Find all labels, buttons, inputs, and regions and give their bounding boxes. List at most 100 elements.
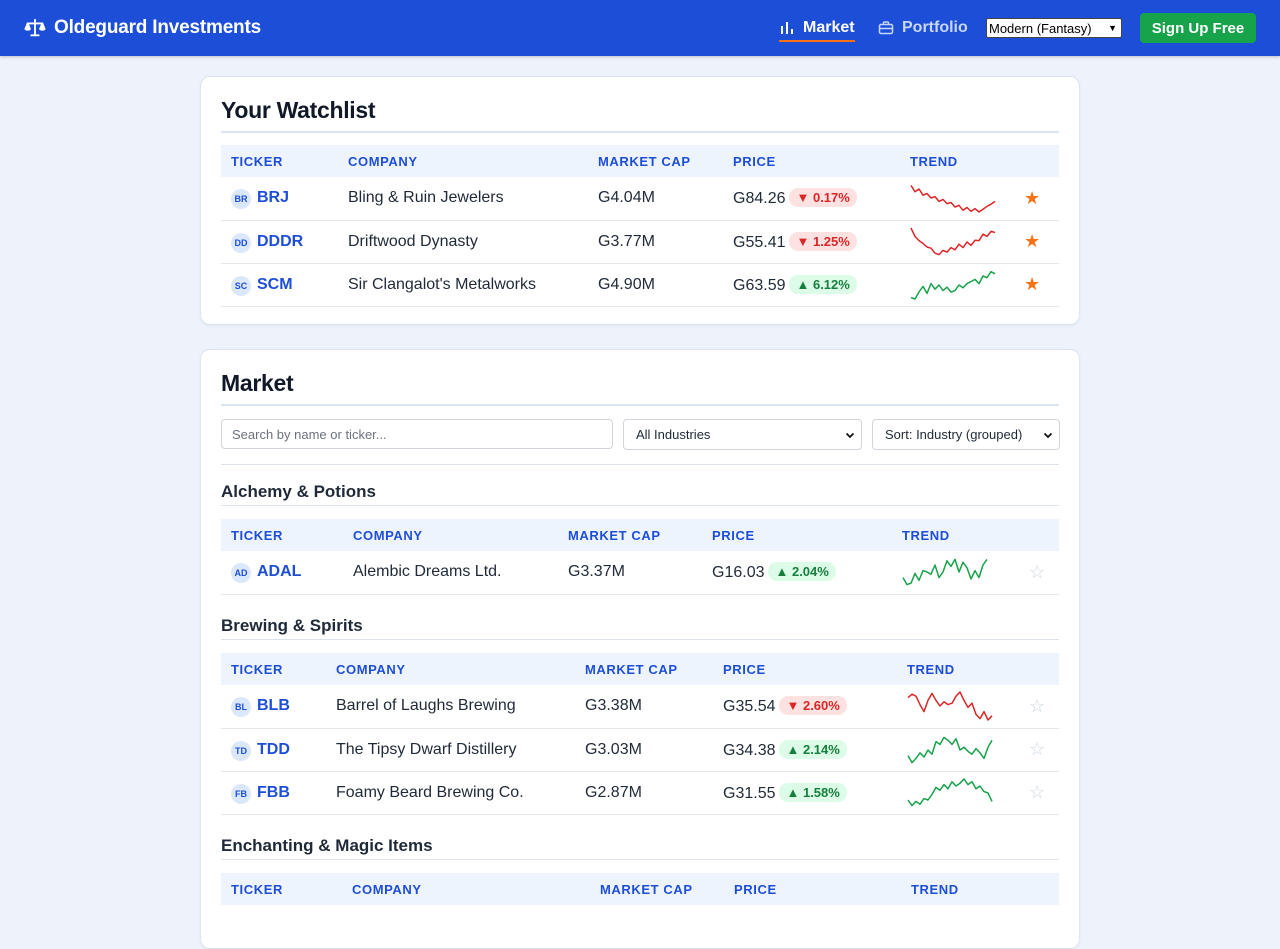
col-company[interactable]: COMPANY bbox=[353, 527, 423, 543]
price-value: G34.38 bbox=[723, 741, 776, 759]
ticker-cell: DD DDDR bbox=[221, 220, 338, 263]
top-navigation-bar: Oldeguard Investments Market Portfolio M… bbox=[0, 0, 1280, 56]
price-value: G63.59 bbox=[733, 276, 786, 294]
ticker-link[interactable]: BLB bbox=[257, 697, 290, 715]
col-price[interactable]: PRICE bbox=[723, 661, 766, 677]
col-company[interactable]: COMPANY bbox=[348, 153, 418, 169]
col-price[interactable]: PRICE bbox=[734, 881, 777, 897]
price-cell: G16.03 ▲ 2.04% bbox=[702, 551, 892, 594]
star-filled-icon[interactable]: ★ bbox=[1024, 274, 1041, 294]
col-company[interactable]: COMPANY bbox=[352, 881, 422, 897]
watchlist-table: TICKER COMPANY MARKET CAP PRICE TREND BR… bbox=[221, 145, 1059, 307]
group-table-brewing: TICKER COMPANY MARKET CAP PRICE TREND BL… bbox=[221, 653, 1059, 815]
change-value: 6.12% bbox=[812, 276, 850, 292]
title-rule bbox=[221, 131, 1059, 133]
col-ticker[interactable]: TICKER bbox=[231, 527, 283, 543]
search-input[interactable] bbox=[221, 419, 613, 449]
ticker: TD TDD bbox=[231, 739, 326, 761]
title-rule bbox=[221, 404, 1059, 406]
change-badge: ▲ 2.14% bbox=[779, 739, 847, 759]
col-ticker[interactable]: TICKER bbox=[231, 153, 283, 169]
ticker-link[interactable]: SCM bbox=[257, 275, 293, 293]
table-header-row: TICKER COMPANY MARKET CAP PRICE TREND bbox=[221, 145, 1059, 177]
col-market-cap[interactable]: MARKET CAP bbox=[585, 661, 678, 677]
trend-cell bbox=[892, 551, 1019, 594]
sort-select[interactable]: Sort: Industry (grouped) bbox=[872, 419, 1060, 450]
bar-chart-icon bbox=[781, 22, 793, 34]
nav-market-label: Market bbox=[803, 19, 855, 36]
change-badge: ▼ 2.60% bbox=[779, 696, 847, 716]
company-name: Alembic Dreams Ltd. bbox=[353, 563, 502, 581]
theme-select[interactable]: Modern (Fantasy) ▼ bbox=[986, 18, 1122, 38]
group-rule bbox=[221, 639, 1059, 640]
col-market-cap[interactable]: MARKET CAP bbox=[598, 153, 691, 169]
star-filled-icon[interactable]: ★ bbox=[1024, 187, 1041, 208]
triangle-down-icon: ▼ bbox=[786, 698, 803, 714]
table-row[interactable]: DD DDDR Driftwood Dynasty G3.77M G55.41 ▼ 1.2… bbox=[221, 220, 1059, 263]
market-cap: G4.90M bbox=[598, 275, 655, 293]
trend-line bbox=[910, 270, 996, 300]
ticker-link[interactable]: FBB bbox=[257, 783, 290, 801]
col-star bbox=[1019, 653, 1059, 685]
price-cell: G84.26 ▼ 0.17% bbox=[723, 177, 900, 220]
col-company[interactable]: COMPANY bbox=[336, 661, 406, 677]
star-filled-icon[interactable]: ★ bbox=[1024, 231, 1041, 251]
industry-filter-select[interactable]: All Industries bbox=[623, 419, 862, 450]
ticker-link[interactable]: ADAL bbox=[257, 563, 302, 581]
chevron-down-icon bbox=[1043, 432, 1053, 438]
market-cap: G2.87M bbox=[585, 783, 642, 801]
price-cell: G55.41 ▼ 1.25% bbox=[723, 220, 900, 263]
change-value: 0.17% bbox=[812, 190, 850, 206]
market-cap: G3.03M bbox=[585, 740, 642, 758]
table-row[interactable]: TD TDD The Tipsy Dwarf Distillery G3.03M G34… bbox=[221, 728, 1059, 771]
ticker-link[interactable]: DDDR bbox=[257, 232, 304, 250]
col-ticker[interactable]: TICKER bbox=[231, 661, 283, 677]
group-rule bbox=[221, 505, 1059, 506]
change-badge: ▲ 6.12% bbox=[789, 274, 857, 294]
triangle-up-icon: ▲ bbox=[786, 784, 803, 800]
star-outline-icon[interactable]: ☆ bbox=[1029, 739, 1046, 759]
table-header-row: TICKER COMPANY MARKET CAP PRICE TREND bbox=[221, 519, 1059, 551]
table-row[interactable]: BR BRJ Bling & Ruin Jewelers G4.04M G84.26 ▼ … bbox=[221, 177, 1059, 220]
price-cell: G63.59 ▲ 6.12% bbox=[723, 263, 900, 306]
group-rule bbox=[221, 859, 1059, 860]
sign-up-button[interactable]: Sign Up Free bbox=[1140, 13, 1256, 43]
market-cap: G3.38M bbox=[585, 697, 642, 715]
star-outline-icon[interactable]: ☆ bbox=[1029, 782, 1046, 802]
star-outline-icon[interactable]: ☆ bbox=[1029, 561, 1046, 582]
ticker: AD ADAL bbox=[231, 561, 343, 584]
ticker-link[interactable]: TDD bbox=[257, 740, 290, 758]
star-cell: ★ bbox=[1014, 263, 1059, 306]
col-market-cap[interactable]: MARKET CAP bbox=[600, 881, 693, 897]
table-row[interactable]: SC SCM Sir Clangalot's Metalworks G4.90M G63… bbox=[221, 263, 1059, 306]
table-row[interactable]: FB FBB Foamy Beard Brewing Co. G2.87M G31.55… bbox=[221, 771, 1059, 814]
price-value: G35.54 bbox=[723, 698, 776, 716]
ticker-badge: DD bbox=[231, 232, 251, 253]
ticker: SC SCM bbox=[231, 274, 338, 296]
trend-cell bbox=[900, 220, 1014, 263]
nav-market[interactable]: Market bbox=[779, 0, 855, 56]
ticker: FB FBB bbox=[231, 782, 326, 804]
trend-sparkline bbox=[910, 185, 996, 213]
star-cell: ☆ bbox=[1019, 728, 1059, 771]
col-ticker[interactable]: TICKER bbox=[231, 881, 283, 897]
ticker-badge: BR bbox=[231, 189, 251, 210]
ticker-link[interactable]: BRJ bbox=[257, 189, 290, 207]
company-name: The Tipsy Dwarf Distillery bbox=[336, 740, 517, 758]
star-outline-icon[interactable]: ☆ bbox=[1029, 695, 1046, 716]
col-star bbox=[1019, 519, 1059, 551]
col-price[interactable]: PRICE bbox=[712, 527, 755, 543]
col-price[interactable]: PRICE bbox=[733, 153, 776, 169]
table-row[interactable]: BL BLB Barrel of Laughs Brewing G3.38M G35.5… bbox=[221, 685, 1059, 728]
col-market-cap[interactable]: MARKET CAP bbox=[568, 527, 661, 543]
col-trend: TREND bbox=[910, 153, 958, 169]
trend-sparkline bbox=[910, 227, 996, 255]
brand[interactable]: Oldeguard Investments bbox=[24, 0, 261, 56]
company-name: Barrel of Laughs Brewing bbox=[336, 697, 516, 715]
nav-portfolio[interactable]: Portfolio bbox=[878, 0, 968, 56]
table-row[interactable]: AD ADAL Alembic Dreams Ltd. G3.37M G16.03 ▲ 2… bbox=[221, 551, 1059, 594]
ticker-cell: FB FBB bbox=[221, 771, 326, 814]
trend-line bbox=[907, 777, 993, 806]
change-value: 1.25% bbox=[812, 233, 850, 249]
brand-name: Oldeguard Investments bbox=[54, 17, 261, 38]
